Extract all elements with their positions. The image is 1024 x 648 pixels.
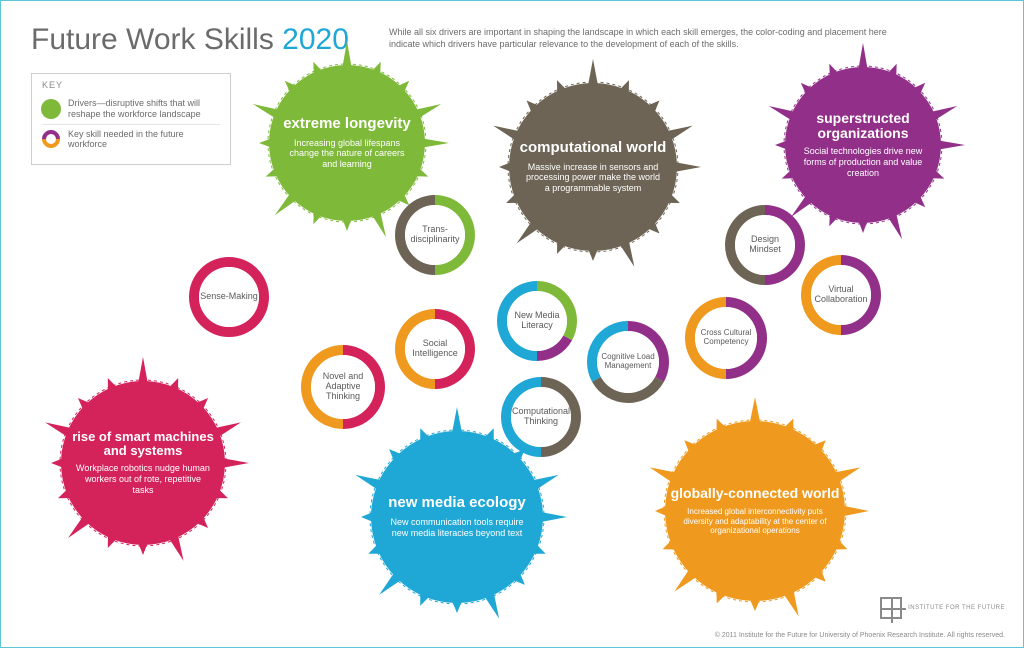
subtitle: While all six drivers are important in s… — [389, 27, 889, 50]
title-prefix: Future Work Skills — [31, 23, 282, 56]
skill-label: Cognitive Load Management — [597, 331, 659, 393]
skill-virtual-collaboration: Virtual Collaboration — [801, 255, 881, 335]
skill-ring-icon — [38, 127, 63, 152]
skill-social-intelligence: Social Intelligence — [395, 309, 475, 389]
legend-label: KEY — [42, 80, 220, 90]
attribution: © 2011 Institute for the Future for Univ… — [715, 632, 1005, 639]
skill-design-mindset: Design Mindset — [725, 205, 805, 285]
driver-name: globally-connected world — [671, 486, 840, 501]
skill-cognitive-load-management: Cognitive Load Management — [587, 321, 669, 403]
driver-desc: Social technologies drive new forms of p… — [785, 146, 941, 178]
driver-desc: Increased global interconnectivity puts … — [665, 507, 845, 536]
driver-rise-smart-machines: rise of smart machines and systems Workpl… — [61, 381, 225, 545]
driver-name: rise of smart machines and systems — [61, 430, 225, 457]
legend-row-skill: Key skill needed in the future workforce — [42, 124, 220, 155]
skill-label: Novel and Adaptive Thinking — [311, 355, 375, 419]
skill-label: Social Intelligence — [405, 319, 465, 379]
iftf-logo-text: INSTITUTE FOR THE FUTURE — [908, 605, 1005, 611]
driver-name: new media ecology — [388, 495, 526, 511]
skill-cross-cultural-competency: Cross Cultural Competency — [685, 297, 767, 379]
skill-label: Virtual Collaboration — [811, 265, 871, 325]
skill-trans-disciplinarity: Trans-disciplinarity — [395, 195, 475, 275]
driver-desc: Increasing global lifespans change the n… — [269, 138, 425, 170]
iftf-logo: INSTITUTE FOR THE FUTURE — [880, 597, 1005, 619]
infographic-frame: Future Work Skills 2020 While all six dr… — [0, 0, 1024, 648]
driver-name: extreme longevity — [283, 116, 411, 132]
legend-row-driver: Drivers—disruptive shifts that will resh… — [42, 94, 220, 124]
page-title: Future Work Skills 2020 — [31, 23, 349, 57]
skill-label: Sense-Making — [199, 267, 259, 327]
iftf-mark-icon — [880, 597, 902, 619]
driver-desc: Workplace robotics nudge human workers o… — [61, 463, 225, 495]
driver-name: computational world — [520, 140, 667, 156]
legend-box: KEY Drivers—disruptive shifts that will … — [31, 73, 231, 165]
skill-label: New Media Literacy — [507, 291, 567, 351]
skill-label: Design Mindset — [735, 215, 795, 275]
driver-desc: New communication tools require new medi… — [371, 517, 543, 539]
skill-new-media-literacy: New Media Literacy — [497, 281, 577, 361]
legend-text: Key skill needed in the future workforce — [68, 129, 208, 151]
driver-desc: Massive increase in sensors and processi… — [509, 162, 677, 194]
driver-computational-world: computational world Massive increase in s… — [509, 83, 677, 251]
driver-superstructed-organizations: superstructed organizations Social techno… — [785, 67, 941, 223]
skill-label: Cross Cultural Competency — [695, 307, 757, 369]
driver-name: superstructed organizations — [785, 111, 941, 140]
driver-globally-connected-world: globally-connected world Increased global… — [665, 421, 845, 601]
skill-sense-making: Sense-Making — [189, 257, 269, 337]
skill-novel-adaptive-thinking: Novel and Adaptive Thinking — [301, 345, 385, 429]
driver-burst-icon — [42, 100, 60, 118]
skill-label: Trans-disciplinarity — [405, 205, 465, 265]
legend-text: Drivers—disruptive shifts that will resh… — [68, 98, 208, 120]
skill-computational-thinking: Computational Thinking — [501, 377, 581, 457]
skill-label: Computational Thinking — [511, 387, 571, 447]
title-year: 2020 — [282, 23, 349, 56]
